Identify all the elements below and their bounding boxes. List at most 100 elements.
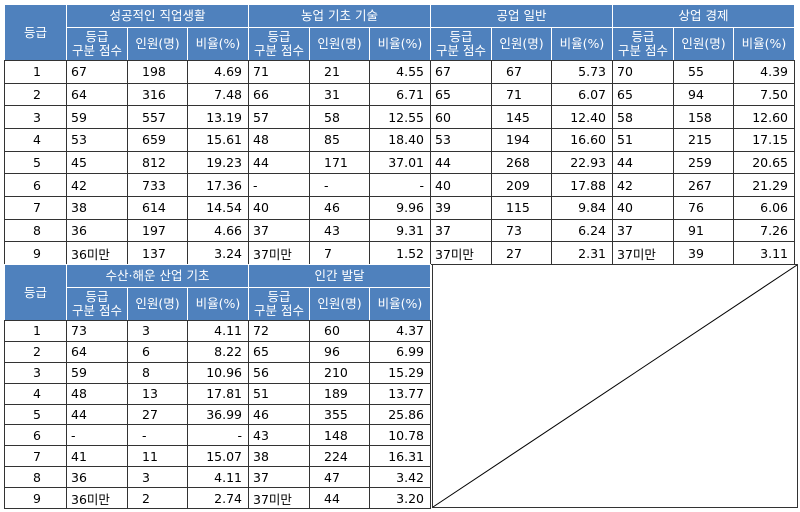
column-header: 비율(%) (187, 287, 249, 321)
diagonal-line (432, 264, 798, 508)
cell-text: 6 (33, 177, 41, 193)
cell-text: 36 (71, 222, 87, 238)
cell-text: 8 (33, 222, 41, 238)
cell-text: 1 (33, 64, 41, 80)
cell-text: 56 (253, 365, 269, 381)
cell-text: 12.40 (570, 109, 606, 125)
cell-text: 73 (506, 222, 522, 238)
cell-text: 355 (324, 406, 348, 422)
cell-text: 48 (253, 132, 269, 148)
cell-text: 37.01 (388, 154, 424, 170)
cell-text: 268 (506, 154, 530, 170)
cell-text: 17.15 (752, 132, 788, 148)
cell-text: 5 (33, 154, 41, 170)
cell-text: 259 (688, 154, 712, 170)
cell-text: 구분 점수 (618, 43, 668, 58)
cell-text: 91 (688, 222, 704, 238)
cell-text: 37 (253, 222, 269, 238)
cell-text: 44 (253, 154, 269, 170)
cell-text: 66 (253, 86, 269, 102)
cell-text: 10.96 (206, 365, 242, 381)
cell-text: 4 (33, 132, 41, 148)
cell-text: 12.60 (752, 109, 788, 125)
cell-text: 39 (688, 245, 704, 261)
cell-text: 60 (324, 323, 340, 339)
cell-text: 38 (253, 448, 269, 464)
cell-text: 4.37 (396, 323, 424, 339)
cell-text: 4.66 (214, 222, 242, 238)
column-header: 비율(%) (369, 287, 431, 321)
cell-text: - (324, 177, 329, 193)
cell-text: 15.61 (206, 132, 242, 148)
cell-text: 12.55 (388, 109, 424, 125)
cell-text: 7 (324, 245, 332, 261)
column-header: 등급 구분 점수 (612, 27, 674, 61)
cell-text: 14.54 (206, 200, 242, 216)
cell-text: 2 (142, 490, 150, 506)
cell-text: 44 (71, 406, 87, 422)
cell-text: 4.11 (214, 323, 242, 339)
cell-text: 상업 경제 (678, 8, 729, 23)
cell-text: 등급 (85, 289, 109, 304)
cell-text: 59 (71, 109, 87, 125)
cell-text: 137 (142, 245, 166, 261)
cell-text: 4.69 (214, 64, 242, 80)
cell-text: 46 (253, 406, 269, 422)
cell-text: 36미만 (71, 246, 110, 262)
cell-text: 인원(명) (317, 296, 362, 311)
cell-text: 4.39 (760, 64, 788, 80)
cell-text: 659 (142, 132, 166, 148)
column-header: 등급 구분 점수 (248, 287, 310, 321)
cell-text: 194 (506, 132, 530, 148)
cell-text: 215 (688, 132, 712, 148)
cell-text: 72 (253, 323, 269, 339)
cell-text: 42 (617, 177, 633, 193)
cell-text: 224 (324, 448, 348, 464)
cell-text: 40 (253, 200, 269, 216)
cell-text: 3.11 (760, 245, 788, 261)
grade-header: 등급 (4, 264, 67, 321)
cell-text: 16.60 (570, 132, 606, 148)
cell-text: 인간 발달 (314, 268, 365, 283)
cell-text: 인원(명) (681, 36, 726, 51)
cell-text: 17.88 (570, 177, 606, 193)
cell-text: 비율(%) (559, 36, 605, 51)
cell-text: 58 (617, 109, 633, 125)
cell-text: 7.50 (760, 86, 788, 102)
cell-text: 성공적인 직업생활 (109, 8, 206, 23)
cell-text: 9.96 (396, 200, 424, 216)
cell-text: 1 (33, 323, 41, 339)
cell-text: 42 (71, 177, 87, 193)
cell-text: 67 (435, 64, 451, 80)
cell-text: 등급 (23, 284, 47, 300)
cell-text: 37미만 (617, 246, 656, 262)
cell-text: 인원(명) (499, 36, 544, 51)
cell-text: 145 (506, 109, 530, 125)
cell-text: 37미만 (435, 246, 474, 262)
cell-text: 4.11 (214, 469, 242, 485)
cell-text: 65 (617, 86, 633, 102)
cell-text: 71 (506, 86, 522, 102)
cell-text: 21.29 (752, 177, 788, 193)
cell-text: 25.86 (388, 406, 424, 422)
cell-text: 51 (617, 132, 633, 148)
cell-text: 2 (33, 86, 41, 102)
cell-text: 2.31 (578, 245, 606, 261)
cell-text: 60 (435, 109, 451, 125)
cell-text: 85 (324, 132, 340, 148)
cell-text: 15.29 (388, 365, 424, 381)
column-header: 비율(%) (369, 27, 431, 61)
cell-text: 3 (142, 469, 150, 485)
cell-text: 16.31 (388, 448, 424, 464)
column-header: 등급 구분 점수 (430, 27, 492, 61)
cell-text: 등급 (85, 29, 109, 44)
cell-text: 64 (71, 86, 87, 102)
cell-text: 등급 (23, 24, 47, 40)
cell-text: 2 (33, 344, 41, 360)
cell-text: 9 (33, 490, 41, 506)
cell-text: 비율(%) (377, 296, 423, 311)
cell-text: 73 (71, 323, 87, 339)
cell-text: 148 (324, 427, 348, 443)
